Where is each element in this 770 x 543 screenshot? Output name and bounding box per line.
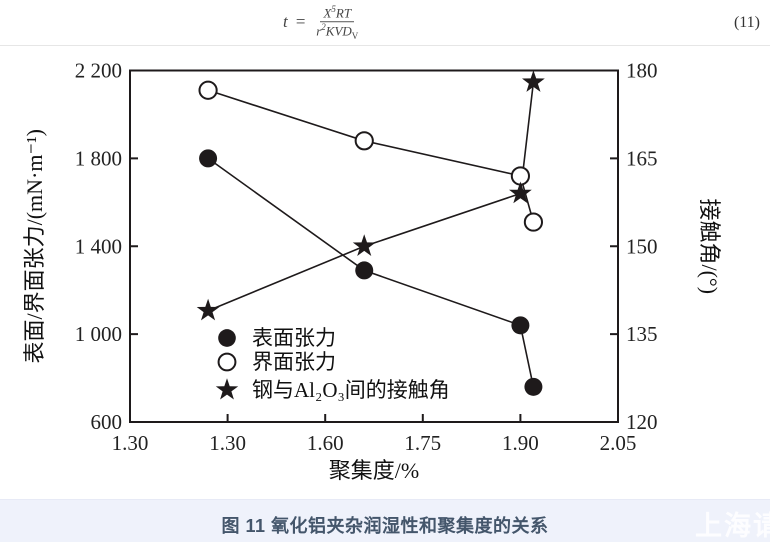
figure-caption: 图 11 氧化铝夹杂润湿性和聚集度的关系 (221, 516, 549, 536)
series-line (207, 89, 535, 223)
series-line (207, 157, 535, 388)
filled-circle-marker (511, 316, 530, 335)
series-line (207, 82, 535, 312)
y-left-axis-title: 表面/界面张力/(mN·m⁻¹) (22, 129, 47, 364)
watermark-text: 上海请 (695, 511, 770, 541)
x-tick-label: 2.05 (600, 431, 637, 455)
y-left-tick-label: 1 000 (75, 322, 122, 346)
star-marker (215, 378, 239, 400)
y-right-tick-label: 120 (626, 410, 658, 434)
equation-number: (11) (733, 13, 760, 31)
open-circle-marker (217, 352, 237, 372)
y-left-tick-label: 1 800 (75, 146, 122, 170)
x-tick-label: 1.30 (112, 431, 149, 455)
y-right-tick-label: 150 (626, 234, 658, 258)
star-marker (509, 181, 532, 204)
star-marker (352, 234, 376, 256)
equation-lhs: t (283, 12, 288, 32)
x-tick-label: 1.75 (404, 431, 441, 455)
wettability-aggregation-chart: 1.30 1.30 1.60 1.75 1.90 2.05 600 1 000 1 400 1 8… (22, 59, 722, 484)
figure-11-area: 1.30 1.30 1.60 1.75 1.90 2.05 600 1 000 1 400 1 8… (0, 46, 770, 499)
caption-panel: 图 11 氧化铝夹杂润湿性和聚集度的关系 上海请 (0, 499, 770, 542)
legend-item-label: 界面张力 (252, 350, 336, 374)
y-right-tick-label: 180 (626, 59, 658, 83)
y-right-tick-label: 165 (626, 146, 658, 170)
filled-circle-marker (355, 261, 374, 280)
star-marker (196, 298, 220, 321)
fraction-denominator: r2KVDV (316, 22, 359, 41)
equation-strip: t = X5RT r2KVDV (11) (0, 0, 770, 46)
star-marker (522, 70, 545, 92)
filled-circle-marker (524, 377, 543, 396)
legend-item-label: 钢与Al₂O₃间的接触角 (252, 378, 450, 402)
filled-circle-marker (199, 149, 218, 168)
x-tick-label: 1.30 (209, 431, 246, 455)
open-circle-marker (198, 80, 218, 100)
y-right-tick-label: 135 (626, 322, 658, 346)
equation-fraction: X5RT r2KVDV (313, 4, 361, 42)
open-circle-marker (354, 131, 374, 151)
y-left-tick-label: 1 400 (75, 234, 122, 258)
filled-circle-marker (218, 329, 236, 347)
x-tick-label: 1.90 (502, 431, 539, 455)
x-axis-title: 聚集度/% (329, 458, 419, 483)
legend-item-label: 表面张力 (252, 326, 336, 350)
y-right-axis-title: 接触角/(°) (697, 198, 722, 294)
y-left-tick-label: 2 200 (75, 59, 122, 83)
equals-sign: = (294, 12, 307, 32)
fraction-numerator: X5RT (320, 4, 355, 22)
open-circle-marker (523, 212, 544, 232)
equation-11: t = X5RT r2KVDV (283, 4, 361, 42)
y-left-tick-label: 600 (91, 410, 123, 434)
x-tick-label: 1.60 (307, 431, 344, 455)
plot-frame (129, 69, 619, 423)
